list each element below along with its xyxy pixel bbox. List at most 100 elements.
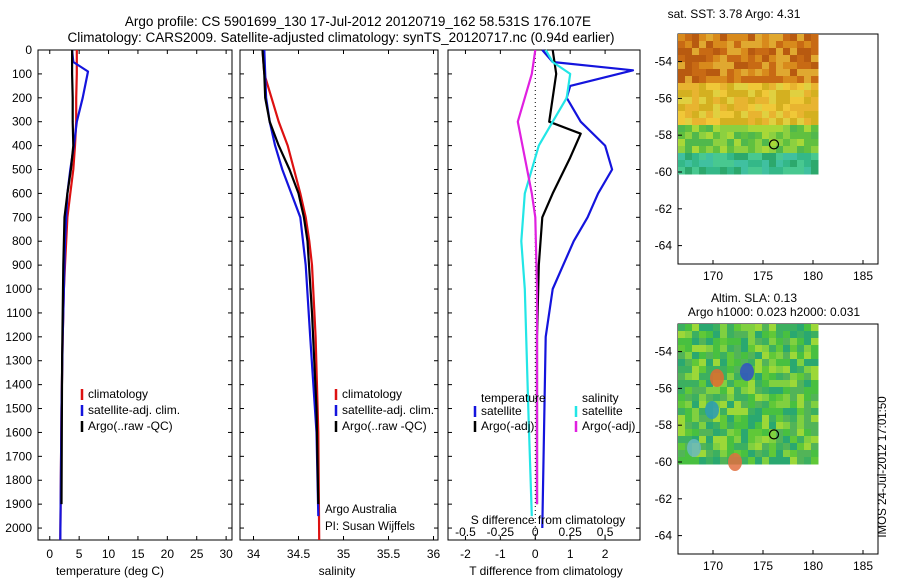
map-cell [783, 90, 791, 98]
map-cell [741, 146, 749, 154]
map-cell [811, 76, 819, 84]
map-cell [727, 338, 735, 346]
map-cell [762, 401, 770, 409]
map-cell [811, 331, 819, 339]
map-cell [811, 48, 819, 56]
x-tick-label: 15 [131, 547, 145, 561]
map-cell [783, 118, 791, 126]
map-y-tick-label: -62 [655, 492, 673, 506]
y-tick-label: 500 [12, 163, 32, 177]
map-cell [769, 160, 777, 168]
map-cell [685, 457, 693, 465]
y-tick-label: 1100 [6, 306, 32, 320]
map-cell [748, 436, 756, 444]
map-cell [748, 167, 756, 175]
x-tick-label: 20 [161, 547, 175, 561]
map-cell [713, 62, 721, 70]
map-cell [706, 90, 714, 98]
series-line [535, 49, 582, 505]
map-cell [776, 41, 784, 49]
map-cell [727, 415, 735, 423]
series-line [541, 49, 635, 529]
map-cell [713, 34, 721, 42]
map-cell [741, 41, 749, 49]
map-cell [755, 104, 763, 112]
map-x-tick-label: 170 [703, 559, 723, 573]
map-cell [790, 160, 798, 168]
map-y-tick-label: -64 [655, 529, 673, 543]
map-cell [811, 167, 819, 175]
map-cell [776, 62, 784, 70]
map-cell [755, 83, 763, 91]
map-cell [776, 443, 784, 451]
map-cell [699, 359, 707, 367]
map-cell [790, 104, 798, 112]
map-y-tick-label: -58 [655, 418, 673, 432]
map-cell [720, 394, 728, 402]
map-cell [783, 457, 791, 465]
map-cell [804, 345, 812, 353]
map-cell [769, 373, 777, 381]
map-y-tick-label: -60 [655, 455, 673, 469]
difference-panel: -2 -1 0 1 2 -0.5 -0.25 0 0.25 0.5 temperature salin… [447, 49, 641, 561]
map-cell [783, 401, 791, 409]
map-cell [699, 125, 707, 133]
map-cell [699, 48, 707, 56]
map-cell [769, 359, 777, 367]
map-cell [678, 132, 686, 140]
map-cell [734, 76, 742, 84]
map-cell [706, 139, 714, 147]
map-cell [769, 132, 777, 140]
map-cell [790, 415, 798, 423]
map-cell [741, 331, 749, 339]
map-cell [727, 139, 735, 147]
map-cell [720, 408, 728, 416]
map-cell [811, 90, 819, 98]
map-cell [748, 401, 756, 409]
map-cell [706, 146, 714, 154]
map-cell [741, 48, 749, 56]
x-tick-label: 34 [247, 547, 261, 561]
map-cell [748, 111, 756, 119]
map-cell [804, 436, 812, 444]
map-cell [776, 76, 784, 84]
map-cell [804, 167, 812, 175]
map-cell [783, 83, 791, 91]
map-cell [706, 160, 714, 168]
map-cell [699, 111, 707, 119]
map-cell [769, 338, 777, 346]
map-cell [755, 387, 763, 395]
map-cell [706, 118, 714, 126]
map-cell [692, 359, 700, 367]
map-cell [720, 41, 728, 49]
map-cell [790, 153, 798, 161]
map-cell [706, 83, 714, 91]
map-cell [748, 429, 756, 437]
map-cell [678, 160, 686, 168]
map-cell [734, 338, 742, 346]
map-cell [713, 104, 721, 112]
map-cell [685, 373, 693, 381]
map-cell [706, 55, 714, 63]
map-cell [755, 118, 763, 126]
map-cell [769, 34, 777, 42]
map-cell [783, 359, 791, 367]
map-cell [804, 111, 812, 119]
map-cell [797, 97, 805, 105]
map-cell [762, 324, 770, 332]
map-cell [699, 352, 707, 360]
map-cell [755, 429, 763, 437]
map-cell [811, 401, 819, 409]
map-cell [790, 359, 798, 367]
map-cell [797, 373, 805, 381]
map-cell [720, 324, 728, 332]
map-cell [776, 345, 784, 353]
map-cell [678, 352, 686, 360]
map-cell [699, 436, 707, 444]
map-cell [713, 457, 721, 465]
map-cell [804, 352, 812, 360]
header-line2: Climatology: CARS2009. Satellite-adjuste… [67, 30, 614, 45]
map-cell [699, 373, 707, 381]
map-cell [706, 132, 714, 140]
map-cell [748, 48, 756, 56]
